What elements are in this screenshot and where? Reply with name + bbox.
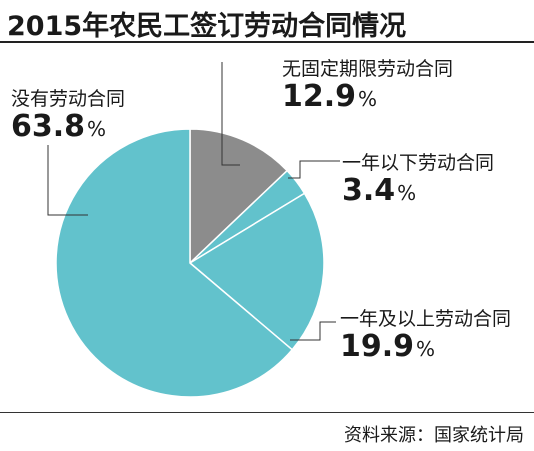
slice-name: 无固定期限劳动合同 <box>282 58 454 80</box>
slice-name: 一年以下劳动合同 <box>342 152 495 174</box>
unit-percent: % <box>416 337 436 361</box>
slice-one-year-plus <box>188 192 325 351</box>
slice-label-no-contract: 没有劳动合同 63.8% <box>11 88 125 147</box>
title-divider <box>0 41 534 43</box>
source-note: 资料来源：国家统计局 <box>344 425 524 446</box>
slice-value: 63.8 <box>11 109 86 144</box>
unit-percent: % <box>358 87 378 111</box>
footer-divider <box>0 412 534 413</box>
pie-slices <box>55 128 325 398</box>
leader-no-contract <box>47 145 88 216</box>
unit-percent: % <box>397 181 417 205</box>
chart-title: 2015年农民工签订劳动合同情况 <box>7 11 407 42</box>
slice-name: 没有劳动合同 <box>11 88 126 110</box>
leader-under-one-year <box>288 160 340 179</box>
leader-lines <box>47 62 340 341</box>
slice-no-contract <box>55 128 294 398</box>
slice-label-one-year-plus: 一年及以上劳动合同 19.9% <box>340 308 511 367</box>
slice-value: 12.9 <box>282 79 357 114</box>
leader-one-year-plus <box>290 321 336 341</box>
slice-value: 19.9 <box>340 329 415 364</box>
unit-percent: % <box>87 117 107 141</box>
slice-name: 一年及以上劳动合同 <box>340 308 512 330</box>
slice-unlimited-term <box>189 128 289 265</box>
slice-label-unlimited-term: 无固定期限劳动合同 12.9% <box>282 58 453 117</box>
slice-label-under-one-year: 一年以下劳动合同 3.4% <box>342 152 494 211</box>
slice-value: 3.4 <box>342 173 396 208</box>
leader-unlimited-term <box>221 62 240 166</box>
